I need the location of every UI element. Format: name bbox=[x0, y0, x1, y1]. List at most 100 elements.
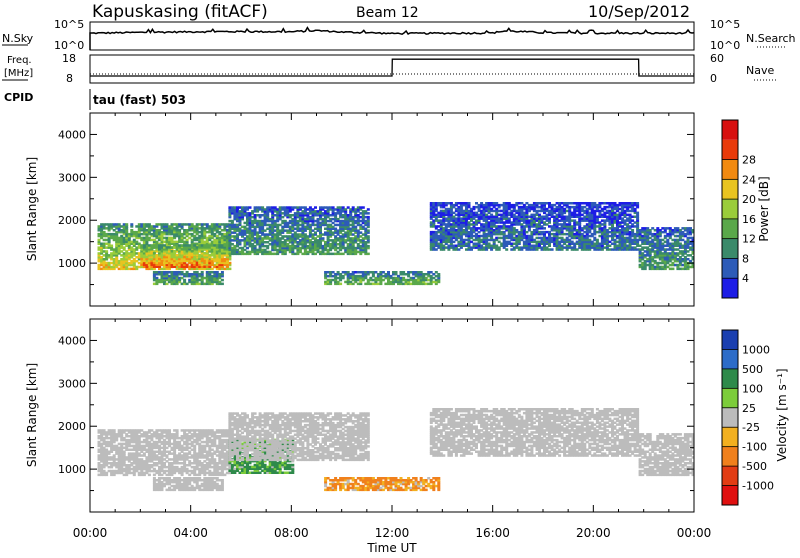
power-cell bbox=[171, 271, 174, 274]
nave-tick-top: 60 bbox=[710, 52, 724, 65]
power-cell bbox=[684, 256, 687, 259]
power-cell bbox=[186, 283, 189, 286]
power-cell bbox=[339, 206, 342, 209]
power-cell bbox=[221, 279, 224, 282]
power-cell bbox=[233, 224, 236, 227]
power-cell bbox=[669, 227, 672, 230]
power-cell bbox=[354, 220, 357, 223]
power-cell bbox=[624, 210, 627, 213]
power-cell bbox=[596, 239, 599, 242]
power-cell bbox=[98, 246, 101, 249]
power-cell bbox=[533, 239, 536, 242]
nsearch-label: N.Search bbox=[746, 32, 796, 45]
power-cell bbox=[264, 233, 267, 236]
velocity-cell bbox=[98, 474, 101, 477]
power-cell bbox=[490, 208, 493, 211]
power-cell bbox=[548, 231, 551, 234]
power-cell bbox=[669, 268, 672, 271]
power-cell bbox=[563, 246, 566, 249]
power-cell bbox=[654, 260, 657, 263]
power-cell bbox=[354, 275, 357, 278]
power-cell bbox=[490, 202, 493, 205]
nsearch-tick-top: 10^5 bbox=[710, 18, 740, 31]
power-cell bbox=[367, 253, 370, 256]
power-cell bbox=[367, 216, 370, 219]
power-cell bbox=[110, 266, 113, 269]
nsky-series bbox=[90, 28, 694, 50]
power-cell bbox=[430, 271, 433, 274]
power-cell bbox=[367, 208, 370, 211]
power-cell bbox=[339, 273, 342, 276]
power-cell bbox=[475, 202, 478, 205]
power-cell bbox=[221, 271, 224, 274]
power-cell bbox=[218, 223, 221, 226]
power-cell bbox=[294, 206, 297, 209]
nave-label: Nave bbox=[746, 64, 774, 77]
power-cell bbox=[249, 206, 252, 209]
power-cell bbox=[233, 206, 236, 209]
power-cell bbox=[563, 233, 566, 236]
power-cell bbox=[460, 202, 463, 205]
power-cell bbox=[608, 231, 611, 234]
power-cell bbox=[578, 202, 581, 205]
power-cell bbox=[218, 281, 221, 284]
power-cell bbox=[445, 223, 448, 226]
power-cell bbox=[125, 250, 128, 253]
power-cell bbox=[387, 271, 390, 274]
power-cell bbox=[415, 279, 418, 282]
power-cell bbox=[563, 216, 566, 219]
power-cell bbox=[490, 214, 493, 217]
power-cell bbox=[548, 202, 551, 205]
power-cell bbox=[415, 271, 418, 274]
power-cell bbox=[201, 223, 204, 226]
power-cell bbox=[324, 206, 327, 209]
power-cell bbox=[354, 226, 357, 229]
velocity-cell bbox=[98, 454, 101, 457]
power-cell bbox=[548, 210, 551, 213]
power-cell bbox=[354, 208, 357, 211]
power-cell bbox=[249, 212, 252, 215]
power-cell bbox=[475, 219, 478, 222]
nsky-frame bbox=[90, 22, 694, 50]
power-cell bbox=[460, 217, 463, 220]
power-cell bbox=[445, 246, 448, 249]
power-cell bbox=[218, 250, 221, 253]
power-cell bbox=[608, 202, 611, 205]
power-cell bbox=[186, 223, 189, 226]
power-cell bbox=[505, 241, 508, 244]
power-cell bbox=[369, 277, 372, 280]
power-cell bbox=[264, 249, 267, 252]
power-cell bbox=[475, 243, 478, 246]
power-cell bbox=[324, 228, 327, 231]
power-cell bbox=[518, 231, 521, 234]
power-cell bbox=[684, 227, 687, 230]
power-cell bbox=[518, 206, 521, 209]
freq-label-line2: [MHz] bbox=[4, 68, 33, 79]
radar-title: Kapuskasing (fitACF) bbox=[92, 2, 268, 22]
power-cell bbox=[186, 244, 189, 247]
power-cell bbox=[294, 253, 297, 256]
power-cell bbox=[339, 253, 342, 256]
power-cell bbox=[98, 239, 101, 242]
beam-label: Beam 12 bbox=[356, 5, 419, 21]
power-cell bbox=[264, 208, 267, 211]
ytick-label: 1000 bbox=[58, 257, 86, 270]
power-cell bbox=[669, 264, 672, 267]
ytick-label: 2000 bbox=[58, 214, 86, 227]
power-cell bbox=[608, 227, 611, 230]
power-cell bbox=[563, 239, 566, 242]
power-cell bbox=[125, 223, 128, 226]
power-cell bbox=[218, 260, 221, 263]
power-cell bbox=[608, 210, 611, 213]
power-cell bbox=[445, 208, 448, 211]
power-cell bbox=[98, 264, 101, 267]
power-cell bbox=[518, 202, 521, 205]
power-cell bbox=[624, 219, 627, 222]
power-cell bbox=[475, 233, 478, 236]
power-cell bbox=[608, 241, 611, 244]
power-cell bbox=[186, 258, 189, 261]
power-cell bbox=[636, 202, 639, 205]
power-cell bbox=[395, 271, 398, 274]
power-cell bbox=[551, 248, 554, 251]
power-cell bbox=[593, 210, 596, 213]
